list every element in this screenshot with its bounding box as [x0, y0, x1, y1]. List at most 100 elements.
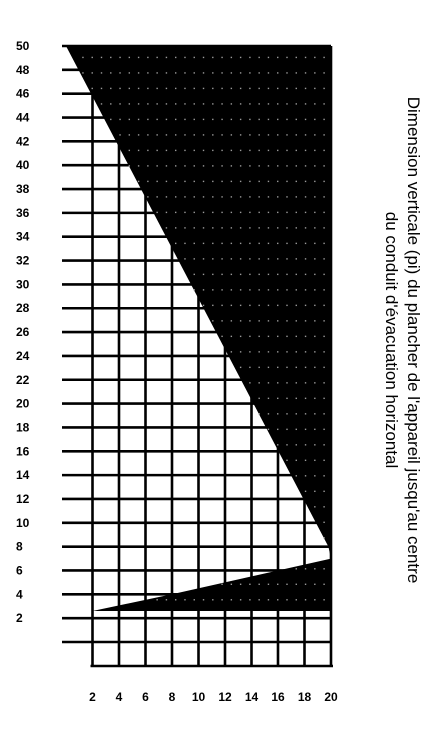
texture-dot: [286, 227, 288, 229]
texture-dot: [239, 211, 242, 214]
texture-dot: [304, 568, 307, 570]
texture-dot: [249, 335, 251, 338]
texture-dot: [258, 382, 260, 384]
y-tick-label-8: 8: [16, 540, 23, 554]
texture-dot: [175, 165, 177, 167]
y-tick-labels: 2468101214161820222426283032343638404244…: [16, 39, 30, 625]
texture-dot: [212, 211, 214, 214]
y-tick-label-6: 6: [16, 563, 23, 577]
texture-dot: [267, 273, 270, 276]
texture-dot: [184, 211, 186, 214]
texture-dot: [304, 165, 307, 167]
texture-dot: [295, 289, 297, 291]
texture-dot: [277, 599, 279, 601]
texture-dot: [91, 72, 93, 74]
texture-dot: [202, 134, 205, 136]
texture-dot: [184, 227, 186, 229]
texture-dot: [212, 72, 214, 74]
texture-dot: [91, 87, 93, 90]
texture-dot: [286, 211, 288, 214]
y-tick-label-48: 48: [16, 63, 30, 77]
texture-dot: [175, 118, 177, 121]
texture-dot: [221, 103, 223, 105]
texture-dot: [249, 320, 251, 322]
texture-dot: [304, 134, 307, 136]
texture-dot: [295, 56, 297, 59]
texture-dot: [277, 382, 279, 384]
texture-dot: [295, 413, 297, 415]
texture-dot: [137, 87, 140, 90]
texture-dot: [193, 599, 195, 601]
texture-dot: [212, 149, 214, 152]
texture-dot: [156, 599, 158, 601]
texture-dot: [230, 335, 233, 338]
texture-dot: [137, 72, 140, 74]
texture-dot: [295, 165, 297, 167]
texture-dot: [286, 382, 288, 384]
texture-dot: [304, 475, 307, 477]
texture-dot: [249, 211, 251, 214]
texture-dot: [286, 320, 288, 322]
texture-dot: [277, 227, 279, 229]
texture-dot: [156, 180, 158, 183]
texture-dot: [193, 149, 195, 152]
texture-dot: [249, 599, 251, 601]
texture-dot: [295, 397, 297, 400]
texture-dot: [277, 103, 279, 105]
texture-dot: [304, 242, 307, 245]
shaded-region-2: [92, 558, 331, 611]
texture-dot: [323, 320, 325, 322]
texture-dot: [258, 118, 260, 121]
texture-dot: [258, 599, 260, 601]
texture-dot: [304, 118, 307, 121]
texture-dot: [314, 165, 316, 167]
texture-dot: [295, 273, 297, 276]
texture-dot: [258, 304, 260, 307]
texture-dot: [258, 180, 260, 183]
texture-dot: [239, 227, 242, 229]
texture-dot: [156, 196, 158, 198]
x-tick-label-12: 12: [218, 690, 232, 704]
texture-dot: [286, 583, 288, 585]
texture-dot: [304, 413, 307, 415]
texture-dot: [156, 72, 158, 74]
texture-dot: [147, 134, 149, 136]
texture-dot: [314, 397, 316, 400]
texture-dot: [323, 583, 325, 585]
texture-dot: [184, 258, 186, 260]
texture-dot: [267, 149, 270, 152]
texture-dot: [314, 335, 316, 338]
texture-dot: [249, 118, 251, 121]
texture-dot: [295, 196, 297, 198]
x-tick-labels: 2 4 6 8 10 12 14 16 18 20: [89, 690, 338, 704]
texture-dot: [100, 87, 103, 90]
texture-dot: [239, 366, 242, 369]
texture-dot: [286, 165, 288, 167]
texture-dot: [286, 258, 288, 260]
texture-dot: [175, 72, 177, 74]
texture-dot: [258, 149, 260, 152]
texture-dot: [221, 56, 223, 59]
texture-dot: [258, 196, 260, 198]
texture-dot: [304, 490, 307, 493]
texture-dot: [314, 413, 316, 415]
texture-dot: [202, 258, 205, 260]
texture-dot: [202, 273, 205, 276]
texture-dot: [239, 258, 242, 260]
texture-dot: [286, 118, 288, 121]
texture-dot: [137, 118, 140, 121]
texture-dot: [212, 180, 214, 183]
texture-dot: [304, 211, 307, 214]
texture-dot: [230, 211, 233, 214]
texture-dot: [277, 289, 279, 291]
texture-dot: [267, 304, 270, 307]
texture-dot: [323, 165, 325, 167]
texture-dot: [267, 599, 270, 601]
texture-dot: [184, 87, 186, 90]
texture-dot: [230, 242, 233, 245]
texture-dot: [230, 103, 233, 105]
texture-dot: [175, 134, 177, 136]
texture-dot: [314, 459, 316, 462]
texture-dot: [304, 258, 307, 260]
texture-dot: [258, 583, 260, 585]
